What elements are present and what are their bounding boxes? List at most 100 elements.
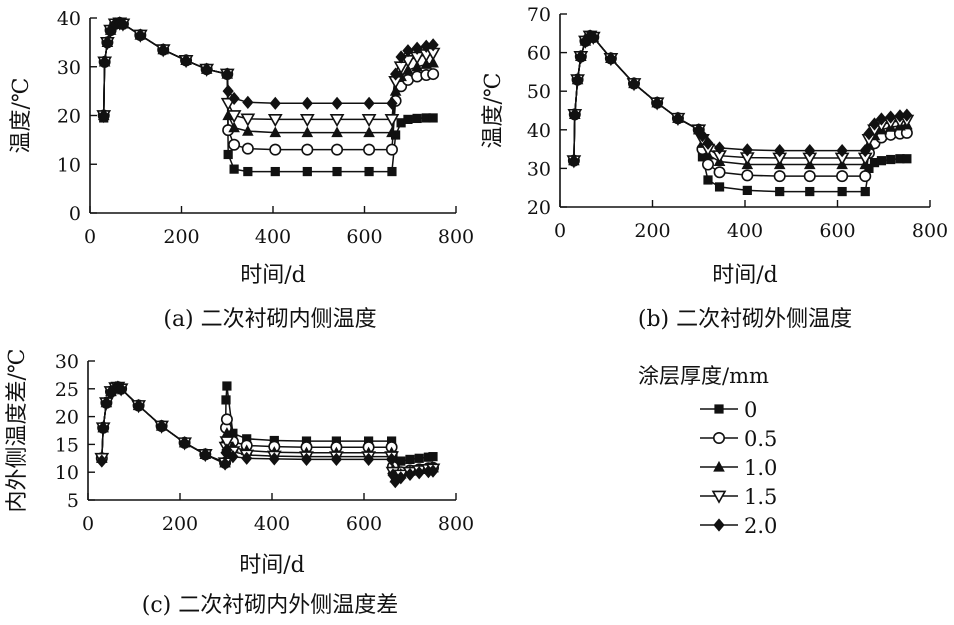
chart-a-ytick-label: 30 bbox=[57, 57, 81, 79]
chart-b-series-line-4 bbox=[573, 35, 907, 161]
chart-a-series-4-point bbox=[222, 84, 234, 98]
chart-b-series-1-point bbox=[859, 170, 872, 183]
chart-b-series-4-point bbox=[569, 107, 581, 121]
chart-c-series-1-point bbox=[220, 413, 233, 426]
chart-c-series-4-point bbox=[268, 452, 280, 466]
chart-a-series-0-point bbox=[396, 118, 406, 128]
chart-b-xtick-label: 800 bbox=[912, 220, 948, 242]
chart-c-ytick-label: 30 bbox=[55, 351, 79, 373]
chart-a-series-4-point bbox=[427, 38, 439, 52]
chart-b-series-0-point bbox=[860, 186, 870, 197]
chart-a-series-0-point bbox=[364, 166, 374, 177]
chart-b-series-4-point bbox=[628, 76, 640, 91]
chart-c-caption: (c) 二次衬砌内外侧温度差 bbox=[142, 593, 398, 618]
chart-b-series-0-point bbox=[876, 156, 887, 166]
chart-c-xtick-label: 600 bbox=[346, 513, 382, 535]
chart-a-series-2-point bbox=[427, 56, 439, 68]
chart-c-series-4-point bbox=[115, 382, 127, 396]
chart-a-xtick-label: 400 bbox=[255, 226, 291, 248]
chart-a-series-1-point bbox=[241, 142, 254, 155]
chart-c-series-4-point bbox=[389, 475, 401, 489]
legend-item-label: 2.0 bbox=[744, 514, 777, 538]
chart-a-x-axis-label: 时间/d bbox=[240, 263, 306, 288]
chart-a-series-4-point bbox=[420, 39, 432, 53]
chart-c-series-4-point bbox=[221, 443, 233, 457]
legend-marker-circle bbox=[712, 431, 725, 444]
chart-a-series-4-point bbox=[157, 43, 169, 57]
legend-title: 涂层厚度/mm bbox=[638, 364, 769, 388]
chart-a-series-4-point bbox=[390, 67, 402, 81]
chart-b-ytick-label: 40 bbox=[527, 120, 551, 142]
chart-b-series-0-point bbox=[775, 186, 785, 197]
chart-b-series-0-point bbox=[703, 175, 713, 185]
chart-a-caption: (a) 二次衬砌内侧温度 bbox=[163, 307, 376, 332]
chart-c-series-4-point bbox=[386, 452, 398, 467]
chart-a-series-3-point bbox=[240, 113, 256, 127]
chart-c-series-0-point bbox=[269, 435, 279, 446]
chart-a-series-2-point bbox=[242, 125, 254, 136]
chart-b-y-axis-label: 温度/℃ bbox=[481, 72, 506, 148]
chart-b-series-0-point bbox=[902, 154, 912, 164]
chart-a-y-axis-label: 温度/℃ bbox=[9, 77, 34, 153]
chart-b-series-4-point bbox=[568, 154, 580, 168]
chart-a-series-2-point bbox=[411, 60, 423, 72]
chart-a-series-line-2 bbox=[102, 22, 434, 134]
chart-b-series-line-2 bbox=[573, 35, 908, 166]
chart-b-xtick-label: 400 bbox=[727, 220, 763, 242]
chart-c-series-0-point bbox=[242, 434, 252, 444]
legend-marker-triangle-down bbox=[711, 490, 727, 504]
chart-c-series-0-point bbox=[387, 436, 397, 446]
chart-b-series-4-point bbox=[579, 34, 592, 48]
chart-c-series-4-point bbox=[179, 436, 191, 450]
chart-c-series-0-point bbox=[414, 453, 424, 463]
chart-a-series-1-point bbox=[331, 143, 344, 156]
chart-b-series-0-point bbox=[697, 152, 708, 162]
chart-c-x-axis-label: 时间/d bbox=[239, 553, 305, 578]
chart-b-series-4-point bbox=[587, 30, 599, 44]
chart-a-series-4-point bbox=[201, 62, 213, 76]
chart-a-xtick-label: 200 bbox=[163, 226, 199, 248]
legend-item-label: 0.5 bbox=[744, 427, 777, 451]
chart-a-series-1-point bbox=[427, 68, 440, 81]
chart-b-series-line-3 bbox=[573, 35, 907, 161]
chart-b-series-1-point bbox=[836, 170, 849, 183]
chart-a-series-4-point bbox=[242, 95, 254, 109]
chart-a-series-4-point bbox=[134, 28, 146, 42]
chart-a-series-0-point bbox=[403, 114, 413, 124]
chart-a-series-0-point bbox=[229, 164, 239, 174]
chart-c-series-4-point bbox=[97, 421, 109, 435]
chart-c-series-4-point bbox=[219, 457, 231, 471]
chart-b-series-4-point bbox=[713, 141, 726, 155]
chart-a-series-3-point bbox=[384, 114, 400, 128]
chart-b-series-4-point bbox=[863, 127, 875, 141]
chart-a-series-0-point bbox=[223, 149, 233, 160]
chart-a-series-4-point bbox=[363, 96, 375, 110]
chart-c-series-0-point bbox=[301, 436, 312, 446]
chart-c-series-4-point bbox=[404, 467, 416, 482]
chart-c-ytick-label: 10 bbox=[55, 462, 79, 484]
chart-b-series-4-point bbox=[885, 110, 897, 124]
chart-c-ytick-label: 15 bbox=[55, 434, 79, 456]
chart-a-series-2-point bbox=[386, 126, 398, 138]
chart-a-series-4-point bbox=[269, 96, 281, 110]
chart-c-series-4-point bbox=[227, 450, 239, 464]
chart-c-series-2-point bbox=[221, 427, 233, 438]
chart-b-series-4-point bbox=[672, 111, 684, 125]
chart-b-series-4-point bbox=[859, 144, 871, 158]
chart-b-series-4-point bbox=[571, 73, 584, 87]
chart-b-series-4-point bbox=[702, 136, 714, 150]
chart-c-series-4-point bbox=[133, 398, 145, 413]
chart-b-xtick-label: 600 bbox=[819, 220, 855, 242]
chart-b-series-1-point bbox=[741, 169, 754, 182]
chart-a-series-1-point bbox=[385, 143, 398, 156]
chart-a-xtick-label: 800 bbox=[438, 226, 474, 248]
chart-b-series-4-point bbox=[774, 144, 786, 158]
chart-a-ytick-label: 10 bbox=[57, 154, 81, 176]
chart-c-series-line-3 bbox=[101, 386, 434, 481]
chart-a-series-line-4 bbox=[102, 22, 434, 116]
chart-c-series-0-point bbox=[364, 436, 374, 446]
chart-a-series-4-point bbox=[395, 50, 407, 64]
chart-b-series-0-point bbox=[886, 154, 896, 165]
chart-b-series-0-point bbox=[869, 158, 880, 168]
